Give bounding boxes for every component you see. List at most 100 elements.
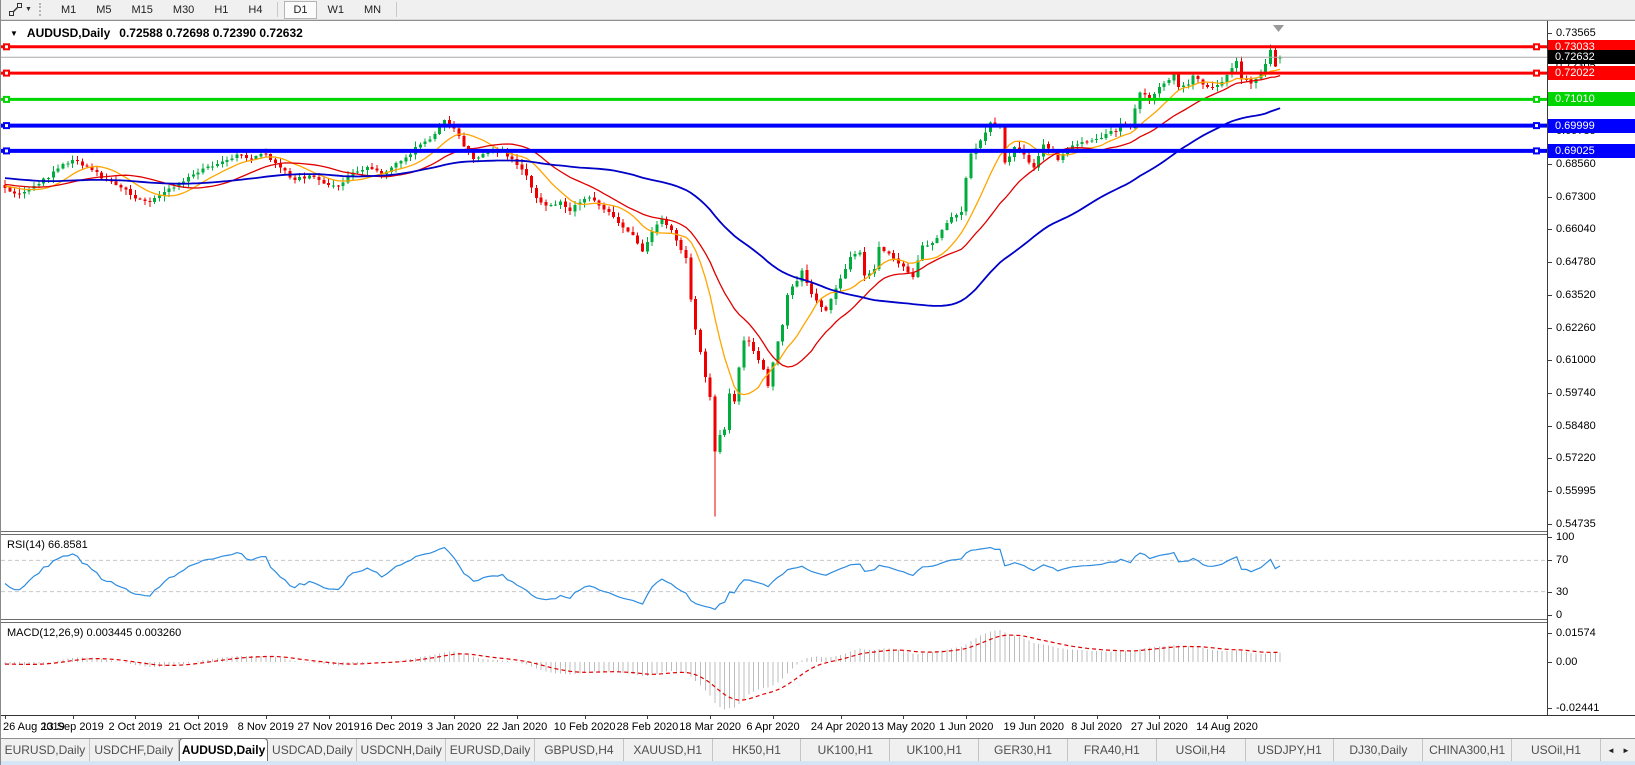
- trendline-tool-button[interactable]: ▼: [5, 1, 35, 18]
- hline-price-box: 0.69999: [1548, 118, 1635, 133]
- date-tick-mark: [5, 716, 6, 719]
- timeframe-button-d1[interactable]: D1: [284, 0, 317, 19]
- date-label: 8 Jul 2020: [1071, 721, 1122, 733]
- timeframe-button-m1[interactable]: M1: [52, 1, 85, 19]
- chart-shift-marker[interactable]: [1273, 25, 1284, 32]
- date-tick-mark: [710, 716, 712, 719]
- chart-dropdown-icon[interactable]: ▼: [10, 28, 18, 38]
- date-label: 28 Feb 2020: [616, 721, 679, 733]
- price-tick-label: 0.59740: [1556, 387, 1596, 400]
- window-bottom-strip: [1, 761, 1635, 765]
- date-axis[interactable]: 26 Aug 2019 13 Sep 2019 2 Oct 2019 21 Oct 2…: [1, 716, 1635, 738]
- moving-average-21: [4, 74, 1281, 368]
- chart-tab-uk100-h1[interactable]: UK100,H1: [801, 739, 891, 761]
- chart-tab-usoil-h4[interactable]: USOil,H4: [1157, 739, 1246, 761]
- date-label: 21 Oct 2019: [168, 721, 229, 733]
- date-tick-mark: [1226, 716, 1228, 719]
- rsi-pane[interactable]: [1, 535, 1547, 619]
- macd-scale-label: -0.02441: [1556, 702, 1600, 714]
- chart-tab-gbpusd-h4[interactable]: GBPUSD,H4: [535, 739, 624, 761]
- chart-tab-xauusd-h1[interactable]: XAUUSD,H1: [624, 739, 713, 761]
- date-tick-mark: [265, 716, 267, 719]
- timeframe-button-m30[interactable]: M30: [164, 1, 203, 19]
- price-tick-label: 0.68560: [1556, 157, 1596, 170]
- price-tick-label: 0.62260: [1556, 321, 1596, 334]
- price-tick-label: 0.54735: [1556, 517, 1596, 530]
- price-tick-mark: [1548, 294, 1552, 296]
- date-tick-mark: [328, 716, 330, 719]
- rsi-scale-label: 0: [1556, 609, 1563, 621]
- date-label: 3 Jan 2020: [426, 721, 482, 733]
- timeframe-button-mn[interactable]: MN: [355, 1, 390, 19]
- price-tick-mark: [1548, 229, 1552, 231]
- chart-tab-fra40-h1[interactable]: FRA40,H1: [1068, 739, 1157, 761]
- chart-tab-usdjpy-h1[interactable]: USDJPY,H1: [1246, 739, 1335, 761]
- timeframe-button-m15[interactable]: M15: [123, 1, 162, 19]
- chart-tab-eurusd-daily[interactable]: EURUSD,Daily: [446, 739, 535, 761]
- date-label: 18 Mar 2020: [679, 721, 742, 733]
- main-chart-pane[interactable]: [1, 21, 1547, 531]
- pane-splitter-macd[interactable]: [1, 619, 1635, 623]
- macd-histogram: [4, 630, 1281, 710]
- chart-tab-dj30-daily[interactable]: DJ30,Daily: [1334, 739, 1424, 761]
- date-tick-mark: [391, 716, 393, 719]
- price-tick-label: 0.63520: [1556, 288, 1596, 301]
- chart-tab-ger30-h1[interactable]: GER30,H1: [979, 739, 1068, 761]
- rsi-line: [4, 546, 1281, 611]
- date-label: 13 Sep 2019: [41, 721, 104, 733]
- date-tick-mark: [1096, 716, 1098, 719]
- pane-splitter-rsi[interactable]: [1, 531, 1635, 535]
- chart-tab-usdcnh-daily[interactable]: USDCNH,Daily: [357, 739, 447, 761]
- date-label: 10 Feb 2020: [553, 721, 616, 733]
- date-label: 2 Oct 2019: [108, 721, 163, 733]
- tab-scroll-left-button[interactable]: ◄: [1606, 745, 1615, 755]
- macd-pane[interactable]: [1, 623, 1547, 715]
- timeframe-button-h4[interactable]: H4: [239, 1, 271, 19]
- date-label: 14 Aug 2020: [1196, 721, 1258, 733]
- chart-tab-usoil-h1[interactable]: USOil,H1: [1512, 739, 1601, 761]
- hline-price-box: 0.72022: [1548, 66, 1635, 81]
- date-label: 24 Apr 2020: [810, 721, 871, 733]
- toolbar-separator: [396, 2, 398, 17]
- date-label: 13 May 2020: [871, 721, 936, 733]
- date-label: 26 Aug 2019: [3, 721, 65, 733]
- macd-scale-tick: [1548, 662, 1552, 663]
- rsi-scale-label: 70: [1556, 554, 1569, 567]
- chart-tab-usdcad-daily[interactable]: USDCAD,Daily: [268, 739, 358, 761]
- price-tick-label: 0.66040: [1556, 223, 1596, 236]
- date-tick-mark: [966, 716, 968, 719]
- date-tick-mark: [584, 716, 586, 719]
- chart-tab-hk50-h1[interactable]: HK50,H1: [713, 739, 802, 761]
- date-label: 6 Apr 2020: [746, 721, 800, 733]
- date-tick-mark: [840, 716, 842, 719]
- date-tick-mark: [1033, 716, 1035, 719]
- chart-title: ▼ AUDUSD,Daily 0.72588 0.72698 0.72390 0…: [10, 26, 303, 40]
- price-tick-mark: [1548, 458, 1552, 460]
- tab-scroll-right-button[interactable]: ►: [1621, 745, 1630, 755]
- chevron-down-icon: ▼: [25, 6, 32, 13]
- chart-tab-audusd-daily[interactable]: AUDUSD,Daily: [178, 738, 269, 761]
- chart-tab-usdchf-daily[interactable]: USDCHF,Daily: [90, 739, 179, 761]
- rsi-scale-label: 100: [1556, 531, 1575, 543]
- date-tick-mark: [198, 716, 200, 719]
- macd-signal-line: [5, 634, 1281, 701]
- price-axis[interactable]: 0.735650.723050.710450.697850.685600.673…: [1547, 21, 1635, 715]
- timeframe-button-m5[interactable]: M5: [87, 1, 120, 19]
- timeframe-button-h1[interactable]: H1: [205, 1, 237, 19]
- timeframe-button-w1[interactable]: W1: [319, 1, 354, 19]
- rsi-scale-tick: [1548, 591, 1552, 593]
- date-label: 8 Nov 2019: [237, 721, 294, 733]
- chart-tab-eurusd-daily[interactable]: EURUSD,Daily: [1, 739, 90, 761]
- hline-price-box: 0.71010: [1548, 92, 1635, 107]
- price-tick-label: 0.67300: [1556, 190, 1596, 203]
- toolbar-grip[interactable]: [38, 3, 45, 16]
- moving-average-55: [4, 107, 1281, 307]
- price-tick-mark: [1548, 327, 1552, 329]
- price-tick-label: 0.57220: [1556, 452, 1596, 465]
- chart-tab-uk100-h1[interactable]: UK100,H1: [890, 739, 980, 761]
- toolbar-separator: [277, 2, 279, 17]
- date-tick-mark: [454, 716, 456, 719]
- chart-tab-china300-h1[interactable]: CHINA300,H1: [1423, 739, 1513, 761]
- date-tick-mark: [772, 716, 774, 719]
- price-tick-mark: [1548, 425, 1552, 427]
